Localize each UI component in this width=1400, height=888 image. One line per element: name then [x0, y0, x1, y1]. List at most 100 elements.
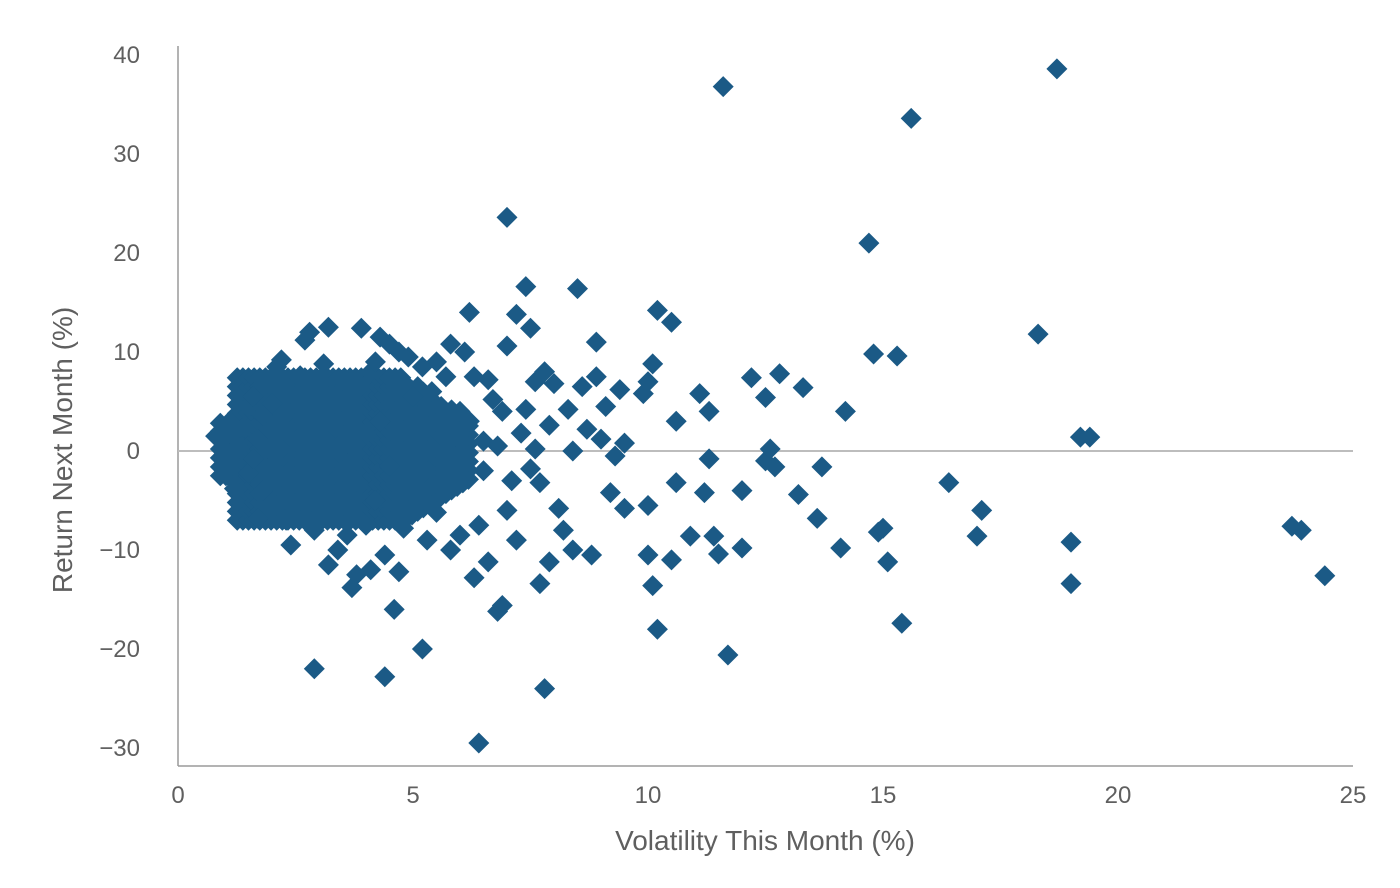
- data-point: [477, 369, 499, 391]
- data-point: [317, 316, 339, 338]
- data-point: [374, 666, 396, 688]
- x-tick-label: 5: [406, 782, 419, 809]
- data-point: [280, 383, 302, 405]
- data-point: [332, 369, 353, 391]
- data-point: [491, 400, 513, 422]
- data-point: [463, 366, 485, 388]
- data-point: [585, 331, 607, 353]
- y-tick-label: −20: [99, 636, 140, 663]
- data-point: [938, 472, 960, 494]
- data-point: [473, 460, 494, 482]
- data-point: [341, 400, 363, 422]
- data-point: [383, 381, 405, 403]
- data-point: [407, 465, 429, 487]
- data-point: [1314, 565, 1336, 587]
- data-point: [1290, 519, 1312, 541]
- data-point: [402, 499, 424, 521]
- data-point: [717, 644, 739, 666]
- data-point: [252, 404, 274, 426]
- data-point: [313, 353, 335, 375]
- y-tick-label: 40: [113, 42, 140, 69]
- data-point: [463, 567, 485, 589]
- data-point: [454, 341, 476, 363]
- data-point: [383, 598, 405, 620]
- data-point: [496, 335, 518, 357]
- data-point: [397, 480, 419, 502]
- data-point: [966, 525, 988, 547]
- data-point: [609, 379, 631, 401]
- data-point: [661, 549, 682, 571]
- data-point: [1046, 58, 1068, 80]
- data-point: [261, 438, 283, 460]
- data-point: [872, 517, 894, 539]
- data-point: [529, 472, 551, 494]
- data-point: [543, 373, 565, 395]
- data-point: [571, 376, 593, 398]
- data-point: [552, 519, 574, 541]
- data-point: [642, 575, 664, 597]
- y-tick-label: 0: [127, 438, 140, 465]
- data-point: [1060, 573, 1082, 595]
- data-point: [698, 400, 720, 422]
- data-point: [891, 612, 913, 634]
- data-point: [317, 554, 339, 576]
- data-point: [233, 416, 255, 438]
- data-point: [350, 317, 372, 339]
- data-point: [285, 430, 306, 452]
- data-point: [416, 529, 438, 551]
- data-point: [510, 422, 532, 444]
- data-point: [285, 472, 306, 494]
- data-point: [576, 418, 598, 440]
- data-point: [548, 497, 570, 519]
- data-point: [520, 458, 541, 480]
- data-point: [731, 480, 753, 502]
- data-point: [327, 539, 349, 561]
- data-point: [661, 311, 682, 333]
- data-point: [364, 351, 386, 373]
- data-point: [336, 432, 358, 454]
- data-point: [430, 415, 452, 437]
- data-point: [440, 333, 462, 355]
- x-tick-label: 15: [870, 782, 897, 809]
- data-point: [708, 543, 729, 565]
- data-point: [971, 499, 993, 521]
- data-point: [665, 410, 687, 432]
- x-tick-label: 20: [1105, 782, 1132, 809]
- data-point: [421, 475, 443, 497]
- data-point: [520, 317, 541, 339]
- data-point: [252, 480, 274, 502]
- x-axis-title: Volatility This Month (%): [615, 825, 915, 856]
- data-point: [534, 361, 556, 383]
- data-point: [468, 514, 490, 536]
- data-point: [411, 638, 433, 660]
- data-point: [759, 438, 781, 460]
- y-tick-labels: −30 −20 −10 0 10 20 30 40: [99, 42, 140, 762]
- data-point: [308, 379, 330, 401]
- data-point: [275, 509, 297, 531]
- data-point: [440, 539, 462, 561]
- data-point: [665, 472, 687, 494]
- data-point: [242, 386, 264, 408]
- data-point: [811, 456, 833, 478]
- data-point: [242, 448, 264, 470]
- data-point: [393, 517, 415, 539]
- data-point: [740, 367, 762, 389]
- data-point: [830, 537, 852, 559]
- data-point: [1027, 323, 1049, 345]
- data-point: [886, 345, 908, 367]
- data-point: [604, 445, 626, 467]
- data-point: [646, 618, 668, 640]
- data-point: [567, 278, 588, 300]
- data-point: [562, 440, 584, 462]
- data-point: [468, 732, 490, 754]
- data-point: [228, 437, 250, 459]
- data-point: [769, 363, 791, 385]
- data-point: [637, 544, 659, 566]
- y-axis-title: Return Next Month (%): [47, 307, 78, 593]
- data-point: [501, 470, 523, 492]
- data-point: [538, 551, 560, 573]
- data-point: [327, 391, 349, 412]
- data-point: [538, 414, 560, 436]
- data-point: [369, 410, 391, 432]
